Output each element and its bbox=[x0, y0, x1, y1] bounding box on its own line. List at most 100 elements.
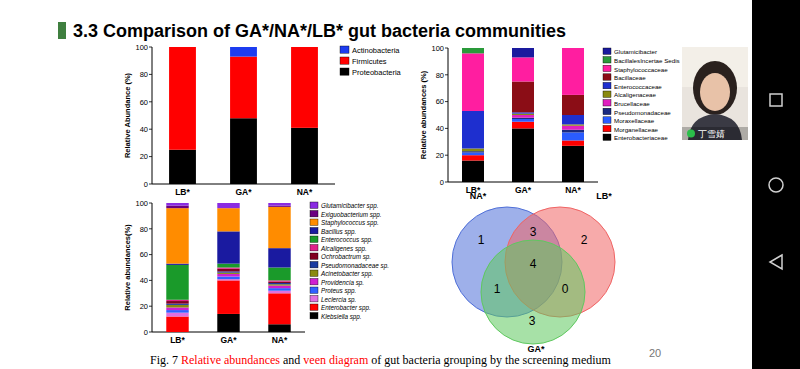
legend-swatch bbox=[603, 100, 611, 106]
bar-segment bbox=[166, 264, 188, 265]
legend-swatch bbox=[603, 134, 611, 140]
bar-segment bbox=[268, 324, 290, 332]
legend-swatch bbox=[603, 91, 611, 97]
venn-set-label: NA* bbox=[470, 191, 487, 201]
page-number: 20 bbox=[649, 347, 661, 359]
bar-segment bbox=[562, 132, 584, 140]
legend-swatch bbox=[310, 304, 318, 310]
y-tick-label: 20 bbox=[436, 151, 444, 160]
bar-segment bbox=[462, 161, 484, 182]
bar-segment bbox=[166, 265, 188, 300]
legend-swatch bbox=[340, 46, 349, 53]
bar-segment bbox=[268, 280, 290, 281]
bar-segment bbox=[268, 206, 290, 207]
legend-swatch bbox=[310, 211, 318, 217]
caption: Fig. 7 Relative abundances and veen diag… bbox=[150, 353, 612, 367]
bar-segment bbox=[562, 48, 584, 49]
bar-segment bbox=[291, 128, 318, 184]
bar-segment bbox=[512, 112, 534, 113]
venn-region-count: 3 bbox=[530, 225, 537, 239]
legend-label: Bacillaceae bbox=[614, 74, 646, 81]
webcam: 丁雪婧 bbox=[682, 47, 748, 140]
bar-segment bbox=[166, 203, 188, 206]
category-label: NA* bbox=[272, 335, 288, 345]
legend-swatch bbox=[310, 313, 318, 319]
bar-segment bbox=[217, 280, 239, 314]
bar-segment bbox=[462, 48, 484, 53]
legend-swatch bbox=[310, 279, 318, 285]
nav-recent[interactable] bbox=[770, 94, 782, 106]
bar-segment bbox=[512, 114, 534, 115]
bar-segment bbox=[512, 119, 534, 122]
legend-label: Exiguobacterium spp. bbox=[321, 211, 382, 219]
legend-swatch bbox=[310, 236, 318, 242]
webcam-name-bar bbox=[682, 127, 748, 140]
legend-label: Bacillus spp. bbox=[321, 228, 356, 236]
category-label: NA* bbox=[565, 185, 581, 195]
bar-segment bbox=[169, 47, 196, 150]
category-label: NA* bbox=[297, 187, 313, 197]
bar-segment bbox=[512, 122, 534, 129]
bar-segment bbox=[562, 126, 584, 130]
y-axis bbox=[448, 48, 449, 182]
legend-label: Staphylococcaceae bbox=[614, 66, 668, 73]
legend-label: Brucellaceae bbox=[614, 100, 650, 107]
presenter-name: 丁雪婧 bbox=[698, 129, 725, 139]
title-marker bbox=[58, 22, 66, 39]
y-tick-label: 20 bbox=[140, 302, 148, 311]
venn-region-count: 2 bbox=[581, 233, 588, 247]
y-tick-label: 40 bbox=[140, 276, 148, 285]
bar-segment bbox=[217, 277, 239, 280]
nav-back[interactable] bbox=[770, 255, 782, 269]
bar-segment bbox=[166, 300, 188, 301]
bar-segment bbox=[512, 118, 534, 119]
bar-segment bbox=[166, 208, 188, 263]
bar-segment bbox=[217, 273, 239, 274]
nav-background bbox=[752, 0, 800, 369]
bar-segment bbox=[217, 268, 239, 269]
legend-label: Pseudomonadaceae sp. bbox=[321, 262, 389, 270]
bar-segment bbox=[562, 130, 584, 133]
venn-region-count: 4 bbox=[530, 257, 537, 271]
chart-2: 020406080100Relative abundances(%)LB*GA*… bbox=[123, 199, 389, 345]
slide-title: 3.3 Comparison of GA*/NA*/LB* gut bacter… bbox=[73, 21, 566, 41]
legend-label: Staphylococcus spp. bbox=[321, 219, 379, 227]
legend-label: Glutamicibacter bbox=[614, 48, 657, 55]
bar-segment bbox=[462, 153, 484, 156]
legend-swatch bbox=[340, 57, 349, 64]
bar-segment bbox=[166, 307, 188, 310]
y-tick-label: 80 bbox=[436, 71, 444, 80]
y-tick-label: 80 bbox=[140, 70, 148, 79]
y-tick-label: 0 bbox=[440, 178, 444, 187]
legend-swatch bbox=[310, 228, 318, 234]
bar-segment bbox=[268, 293, 290, 324]
bar-segment bbox=[217, 314, 239, 332]
nav-home[interactable] bbox=[769, 178, 783, 192]
y-tick-label: 0 bbox=[144, 180, 148, 189]
bar-segment bbox=[230, 47, 257, 57]
legend-label: Klebsiella spp. bbox=[321, 313, 362, 321]
bar-segment bbox=[217, 208, 239, 231]
category-label: GA* bbox=[235, 187, 252, 197]
legend-label: Pseudomonadaceae bbox=[614, 109, 671, 116]
bar-segment bbox=[268, 288, 290, 291]
y-tick-label: 100 bbox=[135, 43, 148, 52]
mic-icon bbox=[687, 130, 695, 138]
caption-part: Fig. 7 bbox=[150, 353, 181, 367]
bar-segment bbox=[230, 118, 257, 184]
legend-label: Enterobacteriaceae bbox=[614, 134, 668, 141]
legend-label: Morganellaceae bbox=[614, 126, 659, 133]
legend-swatch bbox=[310, 262, 318, 268]
bar-segment bbox=[217, 231, 239, 263]
y-axis-title: Relative abundances (%) bbox=[419, 70, 428, 159]
y-tick-label: 80 bbox=[140, 225, 148, 234]
venn-region-count: 0 bbox=[562, 282, 569, 296]
legend-swatch bbox=[310, 296, 318, 302]
chart-1: 020406080100Relative abundances (%)LB*GA… bbox=[419, 44, 680, 195]
bar-segment bbox=[512, 57, 534, 81]
legend-swatch bbox=[310, 253, 318, 259]
bar-segment bbox=[462, 151, 484, 152]
y-axis bbox=[152, 203, 153, 332]
bar-segment bbox=[562, 48, 584, 49]
legend: ActinobacteriaFirmicutesProteobacteria bbox=[340, 46, 402, 77]
